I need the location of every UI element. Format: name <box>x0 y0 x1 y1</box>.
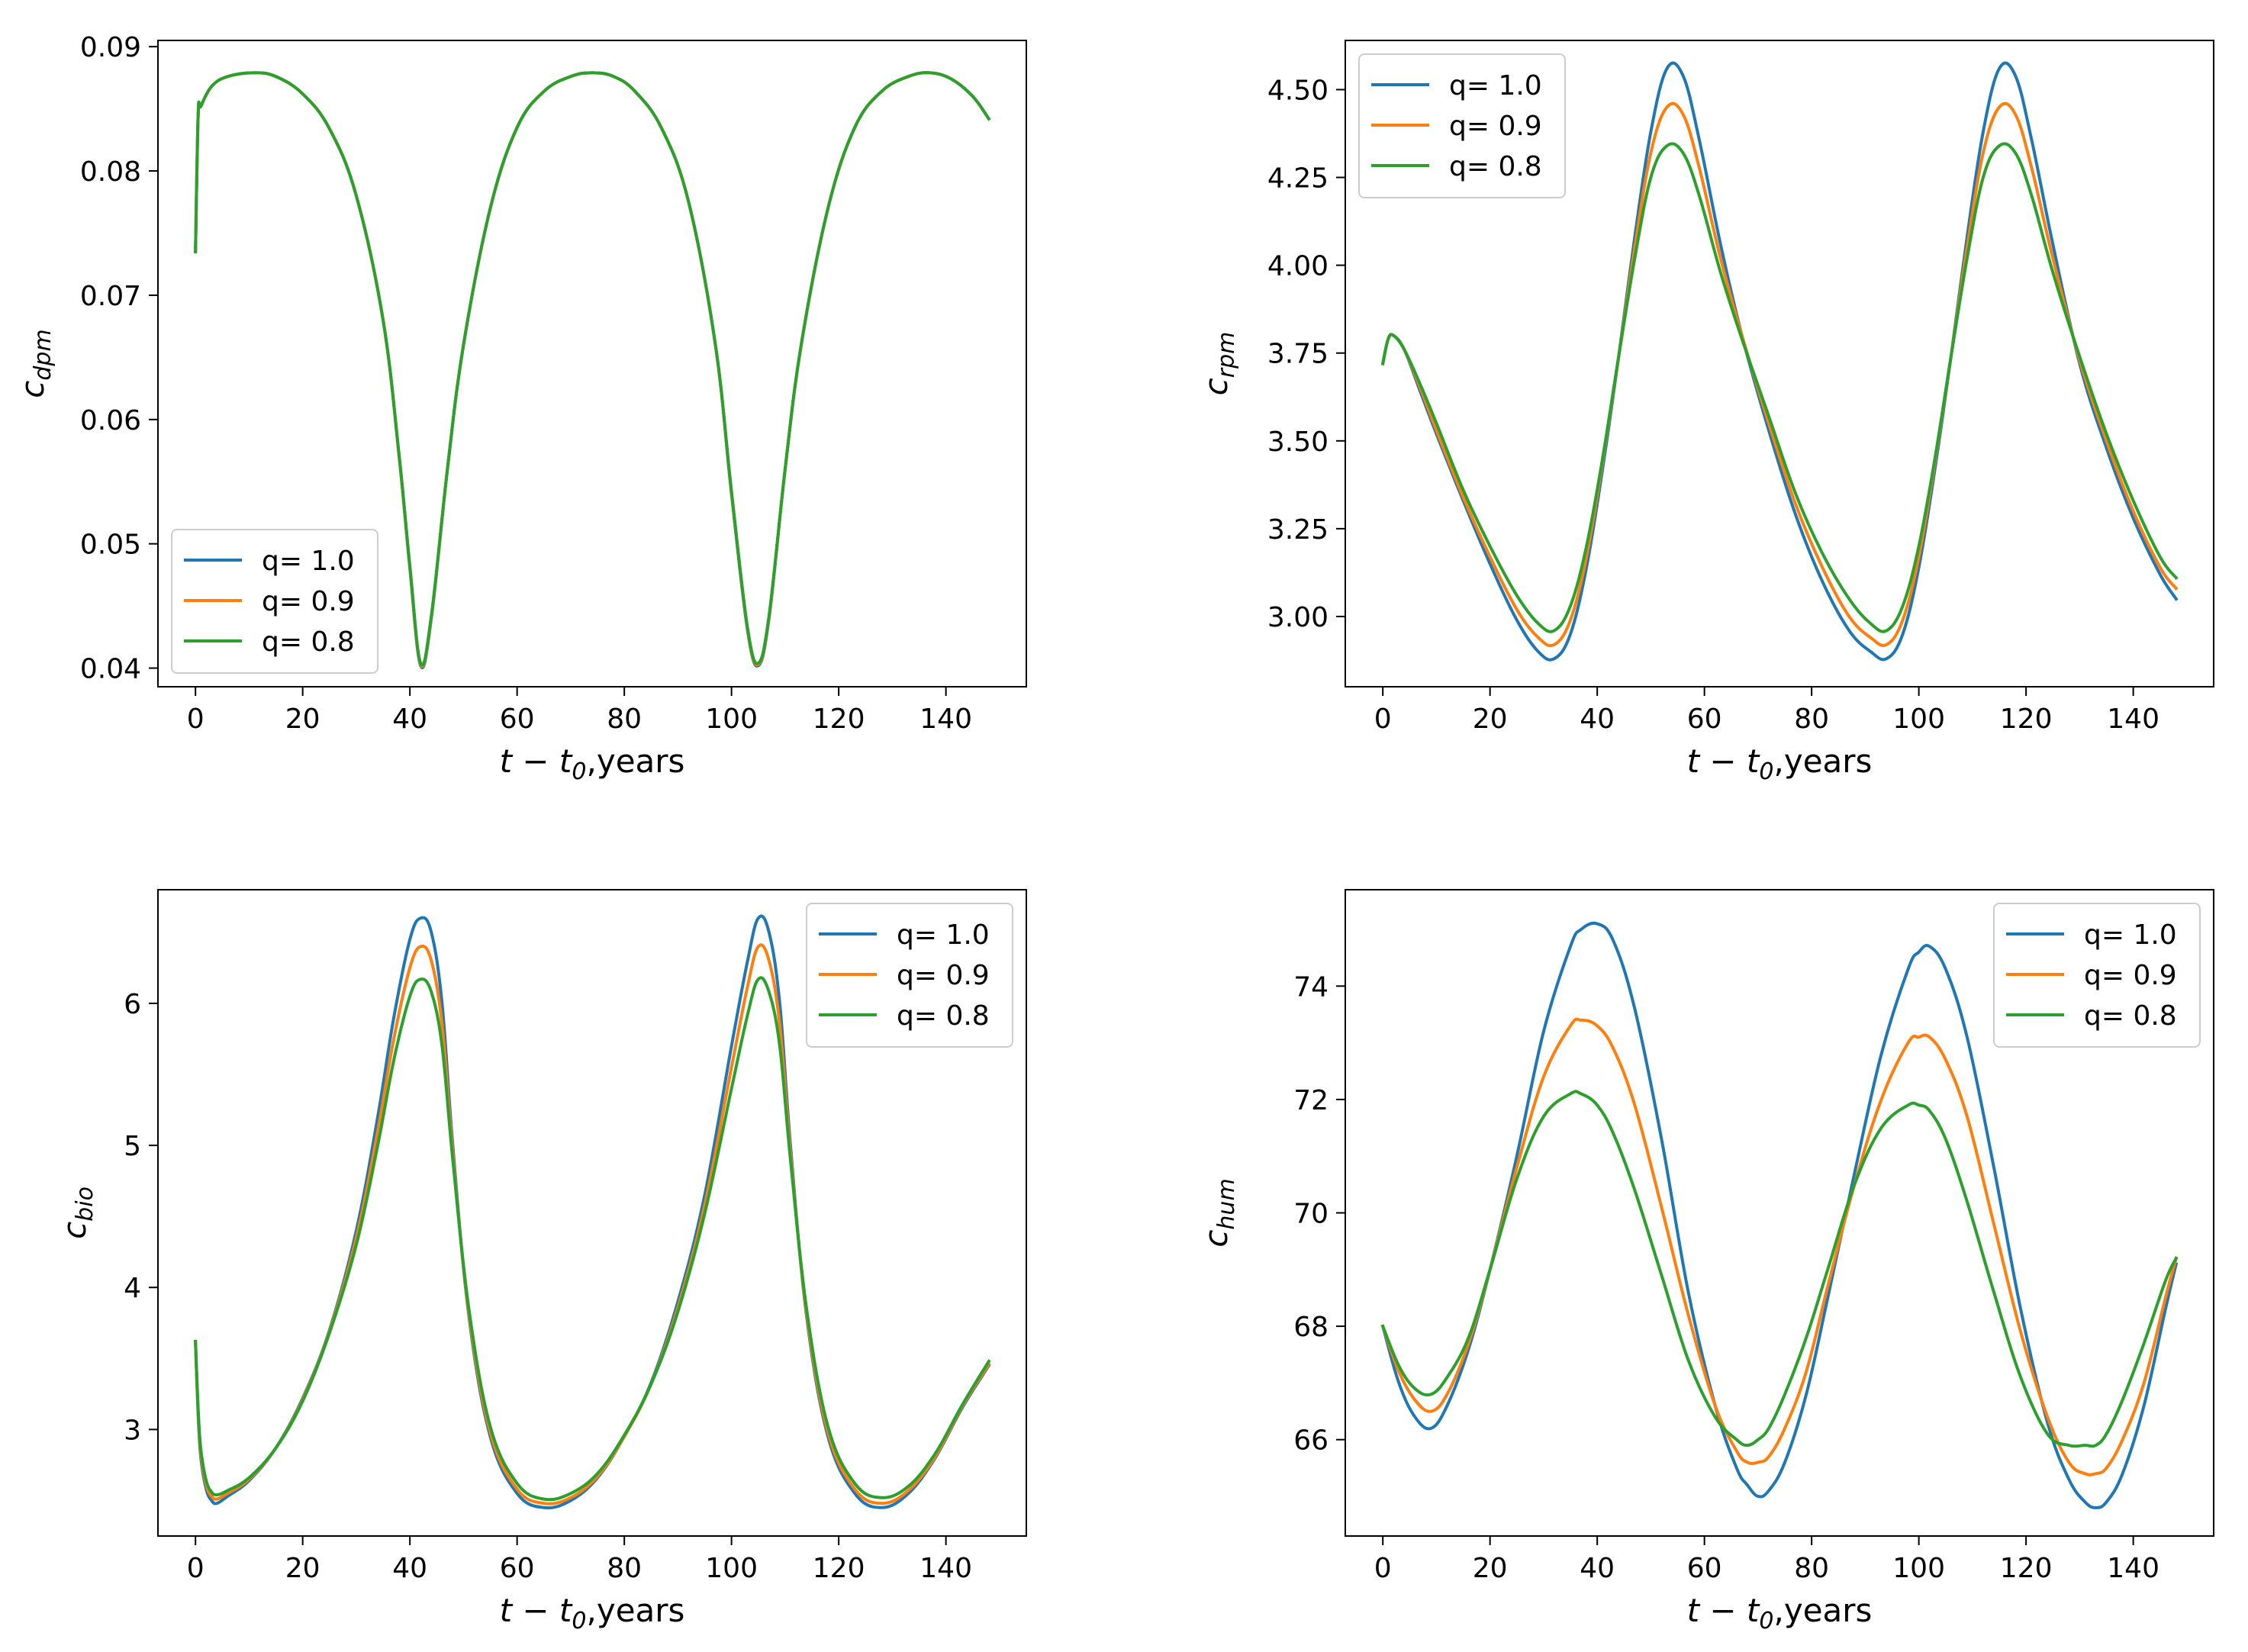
x-tick-label: 100 <box>705 704 758 735</box>
legend-label: q= 0.8 <box>262 626 355 658</box>
legend-label: q= 0.8 <box>2084 1000 2177 1032</box>
x-axis-label: t − t0,years <box>500 742 685 785</box>
legend-box <box>1358 53 1566 198</box>
legend-label: q= 0.9 <box>1449 111 1542 142</box>
legend-label: q= 0.9 <box>897 960 990 991</box>
legend-label: q= 1.0 <box>897 919 990 951</box>
x-tick-label: 0 <box>1374 704 1392 735</box>
series-line-3 <box>194 71 991 667</box>
x-tick-label: 140 <box>919 1553 972 1584</box>
series-line-2 <box>1380 1017 2179 1476</box>
x-axis-label: t − t0,years <box>500 1592 685 1634</box>
x-tick-label: 100 <box>1892 1553 1945 1584</box>
x-tick-label: 80 <box>607 704 642 735</box>
y-tick-label: 4.00 <box>1267 251 1329 282</box>
y-tick-label: 68 <box>1293 1312 1329 1343</box>
x-tick-label: 80 <box>607 1553 642 1584</box>
y-tick-label: 3.50 <box>1267 427 1329 458</box>
y-tick-label: 3.00 <box>1267 602 1329 633</box>
axes-frame <box>157 40 1027 688</box>
legend-box <box>806 903 1013 1048</box>
x-axis-label: t − t0,years <box>1687 1592 1873 1634</box>
subplot-bio: 0 20 40 60 80 100 120 140 3 4 5 6 t − t0,years cbio q=… <box>56 889 1027 1634</box>
x-tick-label: 140 <box>919 704 972 735</box>
y-tick-label: 66 <box>1293 1425 1329 1457</box>
y-tick-label: 4.50 <box>1267 75 1329 106</box>
legend: q= 1.0 q= 0.9 q= 0.8 <box>171 529 378 674</box>
x-tick-label: 60 <box>500 1553 535 1584</box>
axes-frame <box>157 889 1027 1537</box>
legend: q= 1.0 q= 0.9 q= 0.8 <box>1358 53 1566 198</box>
y-tick-label: 0.07 <box>80 281 141 312</box>
y-tick-label: 4 <box>124 1273 141 1304</box>
x-tick-label: 0 <box>1374 1553 1392 1584</box>
x-tick-label: 40 <box>392 1553 427 1584</box>
series-line-3 <box>194 976 991 1502</box>
x-tick-label: 140 <box>2107 1553 2159 1584</box>
y-tick-label: 5 <box>124 1131 141 1162</box>
x-tick-label: 120 <box>813 1553 865 1584</box>
y-tick-label: 3.25 <box>1267 514 1329 546</box>
x-tick-label: 100 <box>705 1553 758 1584</box>
legend-box <box>171 529 378 674</box>
y-axis-label: chum <box>1197 1178 1240 1247</box>
legend-label: q= 1.0 <box>1449 70 1542 101</box>
x-tick-label: 60 <box>1687 704 1722 735</box>
x-tick-label: 0 <box>187 1553 205 1584</box>
subplot-hum: 0 20 40 60 80 100 120 140 66 68 70 72 74 t − t0,years… <box>1197 889 2214 1634</box>
y-axis-label: cdpm <box>14 329 56 398</box>
x-tick-label: 20 <box>1473 1553 1508 1584</box>
x-axis-label: t − t0,years <box>1687 742 1873 785</box>
subplot-dpm: 0 20 40 60 80 100 120 140 0.04 0.05 0.06 0.07 0.08 0.… <box>14 32 1027 785</box>
x-tick-label: 120 <box>813 704 865 735</box>
x-tick-label: 60 <box>500 704 535 735</box>
y-tick-label: 3 <box>124 1415 141 1446</box>
y-tick-label: 6 <box>124 989 141 1020</box>
x-tick-label: 60 <box>1687 1553 1722 1584</box>
legend: q= 1.0 q= 0.9 q= 0.8 <box>1993 903 2201 1048</box>
legend: q= 1.0 q= 0.9 q= 0.8 <box>806 903 1013 1048</box>
y-axis-label: cbio <box>56 1187 98 1239</box>
series-line-3 <box>1380 142 2179 633</box>
legend-label: q= 1.0 <box>2084 919 2177 951</box>
x-tick-label: 20 <box>285 1553 320 1584</box>
axes-frame <box>1345 40 2214 688</box>
y-axis-label: crpm <box>1197 332 1240 396</box>
x-tick-label: 40 <box>1580 1553 1615 1584</box>
y-tick-label: 74 <box>1293 971 1329 1003</box>
y-tick-label: 0.08 <box>80 156 141 188</box>
x-tick-label: 20 <box>1473 704 1508 735</box>
y-tick-label: 0.04 <box>80 654 141 685</box>
legend-box <box>1993 903 2201 1048</box>
y-tick-label: 0.05 <box>80 530 141 561</box>
x-tick-label: 140 <box>2107 704 2159 735</box>
y-tick-label: 72 <box>1293 1085 1329 1116</box>
legend-label: q= 0.9 <box>2084 960 2177 991</box>
x-tick-label: 40 <box>1580 704 1615 735</box>
legend-label: q= 0.9 <box>262 586 355 617</box>
x-tick-label: 120 <box>2000 1553 2053 1584</box>
series-line-3 <box>1380 1090 2179 1448</box>
x-tick-label: 20 <box>285 704 320 735</box>
legend-label: q= 0.8 <box>897 1000 990 1032</box>
x-tick-label: 0 <box>187 704 205 735</box>
x-tick-label: 80 <box>1794 1553 1829 1584</box>
y-tick-label: 70 <box>1293 1199 1329 1230</box>
series-line-1 <box>1380 921 2179 1509</box>
x-tick-label: 80 <box>1794 704 1829 735</box>
x-tick-label: 120 <box>2000 704 2053 735</box>
y-tick-label: 4.25 <box>1267 163 1329 195</box>
y-tick-label: 0.09 <box>80 32 141 63</box>
x-tick-label: 40 <box>392 704 427 735</box>
legend-label: q= 1.0 <box>262 546 355 577</box>
x-tick-label: 100 <box>1892 704 1945 735</box>
y-tick-label: 0.06 <box>80 405 141 436</box>
y-tick-label: 3.75 <box>1267 339 1329 370</box>
subplot-rpm: 0 20 40 60 80 100 120 140 3.00 3.25 3.50 3.75 4.00 4.… <box>1197 40 2214 785</box>
legend-label: q= 0.8 <box>1449 151 1542 182</box>
